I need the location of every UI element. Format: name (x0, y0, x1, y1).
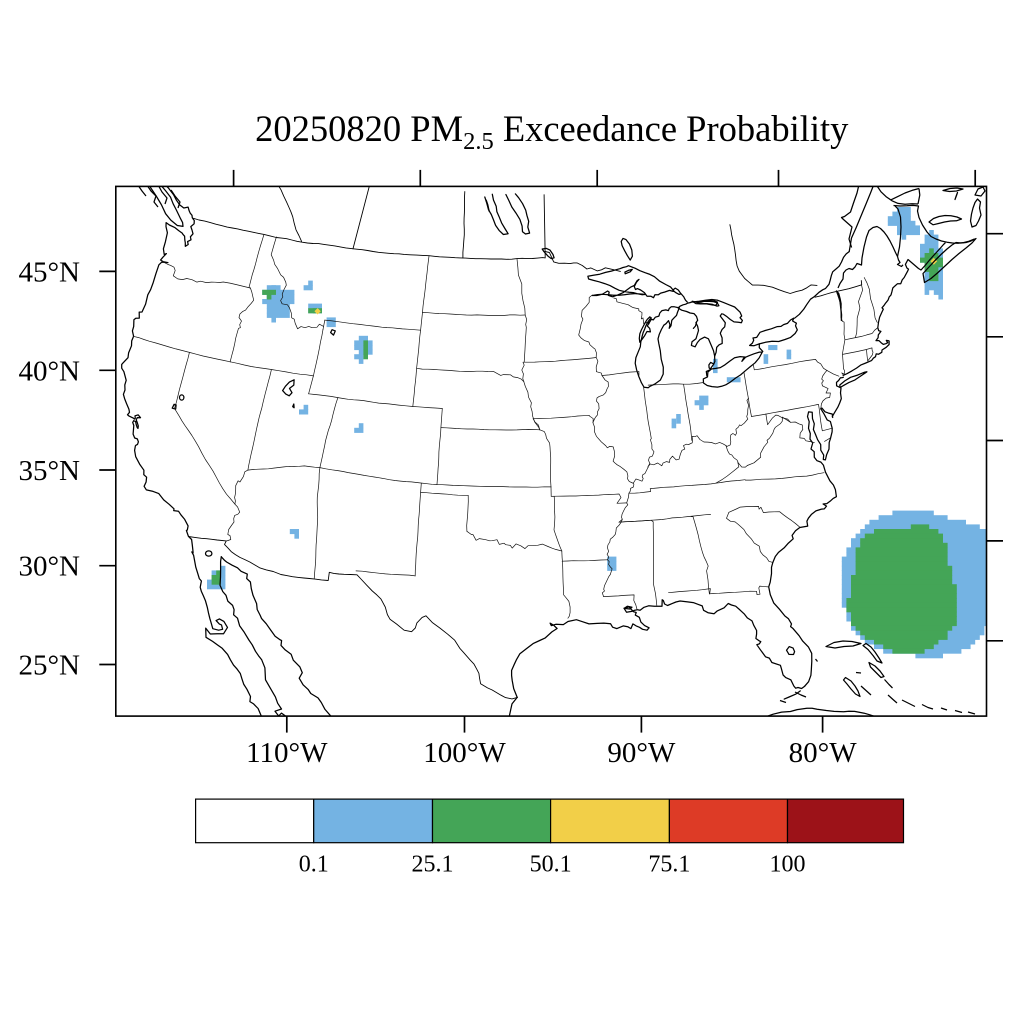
svg-text:25°N: 25°N (18, 650, 80, 682)
svg-text:0.1: 0.1 (299, 852, 329, 878)
svg-text:100: 100 (770, 852, 806, 878)
svg-text:25.1: 25.1 (412, 852, 454, 878)
svg-text:45°N: 45°N (18, 256, 80, 288)
svg-text:30°N: 30°N (18, 551, 80, 583)
svg-text:100°W: 100°W (423, 737, 506, 769)
svg-text:40°N: 40°N (18, 355, 80, 387)
svg-text:50.1: 50.1 (530, 852, 572, 878)
svg-text:35°N: 35°N (18, 455, 80, 487)
svg-text:20250820 PM2.5 Exceedance Prob: 20250820 PM2.5 Exceedance Probability (255, 108, 849, 155)
svg-text:110°W: 110°W (246, 737, 328, 769)
svg-text:80°W: 80°W (789, 737, 858, 769)
svg-text:75.1: 75.1 (648, 852, 690, 878)
svg-text:90°W: 90°W (607, 737, 676, 769)
